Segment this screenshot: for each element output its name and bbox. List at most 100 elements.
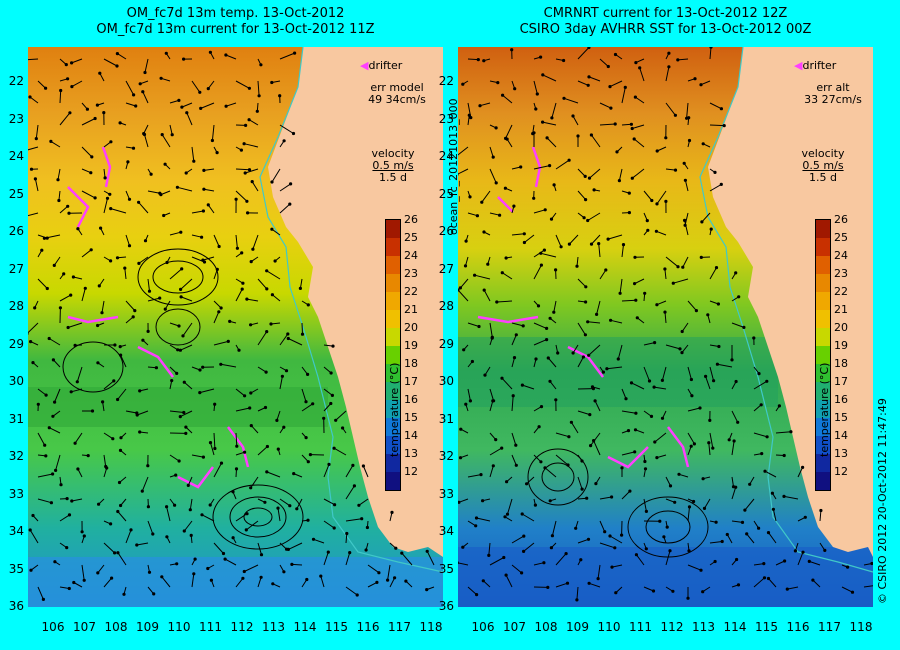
current-arrow-head [355, 593, 359, 597]
current-arrow-head [645, 219, 649, 223]
current-arrow-head [629, 122, 633, 126]
current-arrow-head [345, 531, 349, 536]
current-arrow-head [520, 512, 524, 516]
current-arrow-head [566, 463, 570, 467]
current-arrow [631, 382, 645, 390]
current-arrow [511, 233, 525, 236]
current-arrow-head [646, 228, 650, 232]
current-arrow-head [586, 218, 590, 223]
current-arrow-head [97, 284, 101, 288]
current-arrow-head [771, 507, 775, 511]
current-arrow-head [213, 402, 217, 406]
current-arrow-head [633, 450, 637, 454]
current-arrow [345, 552, 351, 566]
current-arrow-head [351, 463, 355, 467]
current-arrow-head [546, 585, 550, 590]
current-arrow [639, 67, 645, 82]
current-arrow-head [29, 167, 34, 171]
current-arrow-head [290, 562, 294, 567]
colorbar-tick-13: 13 [834, 447, 848, 460]
current-arrow [656, 190, 667, 205]
current-arrow-head [201, 209, 205, 213]
current-arrow [245, 520, 259, 531]
current-arrow-head [699, 83, 703, 87]
current-arrow-head [334, 418, 338, 422]
lon-tick-113: 113 [262, 620, 285, 634]
current-arrow-head [165, 505, 169, 509]
current-arrow-head [243, 450, 247, 454]
current-arrow-head [700, 220, 704, 224]
current-arrow-head [709, 227, 713, 231]
colorbar-tick-24: 24 [404, 249, 418, 262]
current-arrow-head [179, 230, 183, 234]
lon-tick-109: 109 [136, 620, 159, 634]
current-arrow [488, 542, 491, 556]
current-arrow [502, 272, 513, 280]
current-arrow-head [67, 513, 72, 517]
current-arrow [467, 586, 477, 595]
left-velocity-time: 1.5 d [379, 171, 407, 184]
current-arrow [587, 212, 601, 221]
current-arrow [686, 102, 689, 119]
current-arrow-head [676, 265, 680, 269]
current-arrow [279, 124, 294, 134]
current-arrow-head [668, 484, 673, 488]
current-arrow-head [461, 82, 465, 86]
current-arrow-head [483, 373, 487, 377]
current-arrow-head [550, 116, 554, 120]
current-arrow-head [152, 592, 156, 596]
current-arrow [224, 558, 237, 566]
current-arrow-head [678, 347, 682, 351]
current-arrow-head [725, 532, 729, 537]
current-arrow-head [160, 575, 164, 579]
current-arrow [563, 97, 579, 104]
current-arrow [235, 190, 248, 202]
current-arrow-head [708, 418, 712, 422]
current-arrow-head [512, 356, 517, 360]
current-arrow-head [462, 348, 466, 352]
current-arrow-head [689, 377, 693, 382]
current-arrow-head [305, 577, 309, 582]
lon-tick-107: 107 [73, 620, 96, 634]
current-arrow-head [33, 177, 37, 181]
current-arrow-head [617, 179, 621, 183]
current-arrow-head [215, 267, 219, 271]
current-arrow-head [567, 158, 571, 162]
current-arrow [213, 311, 220, 324]
current-arrow-head [496, 81, 500, 85]
current-arrow [731, 322, 745, 328]
current-arrow-head [545, 136, 549, 140]
right-drifter-label: drifter [802, 59, 837, 72]
current-arrow-head [265, 470, 269, 474]
current-arrow [643, 498, 647, 512]
current-arrow-head [539, 405, 544, 409]
current-arrow [598, 243, 601, 258]
lon-tick-108: 108 [534, 620, 558, 634]
current-arrow-head [249, 323, 253, 327]
current-arrow [117, 388, 127, 400]
current-arrow [588, 344, 601, 356]
current-arrow-head [655, 149, 659, 153]
current-arrow-head [69, 293, 73, 297]
colorbar-swatch [816, 454, 830, 472]
current-arrow [161, 134, 171, 148]
current-arrow-head [83, 286, 87, 290]
current-arrow [389, 577, 396, 588]
current-arrow-head [175, 562, 179, 566]
current-arrow-head [532, 196, 536, 200]
current-arrow [481, 190, 491, 203]
current-arrow-head [375, 580, 379, 585]
current-arrow [599, 102, 612, 109]
current-arrow-head [673, 168, 678, 172]
current-arrow [489, 146, 494, 158]
current-arrow-head [93, 116, 97, 121]
current-arrow [358, 498, 369, 506]
current-arrow-head [699, 568, 703, 572]
current-arrow [611, 564, 623, 568]
current-arrow-head [208, 441, 213, 445]
current-arrow-head [224, 104, 228, 108]
right-eddy-1 [527, 448, 589, 506]
current-arrow [50, 140, 61, 148]
current-arrow-head [201, 455, 205, 459]
current-arrow-head [64, 63, 68, 67]
